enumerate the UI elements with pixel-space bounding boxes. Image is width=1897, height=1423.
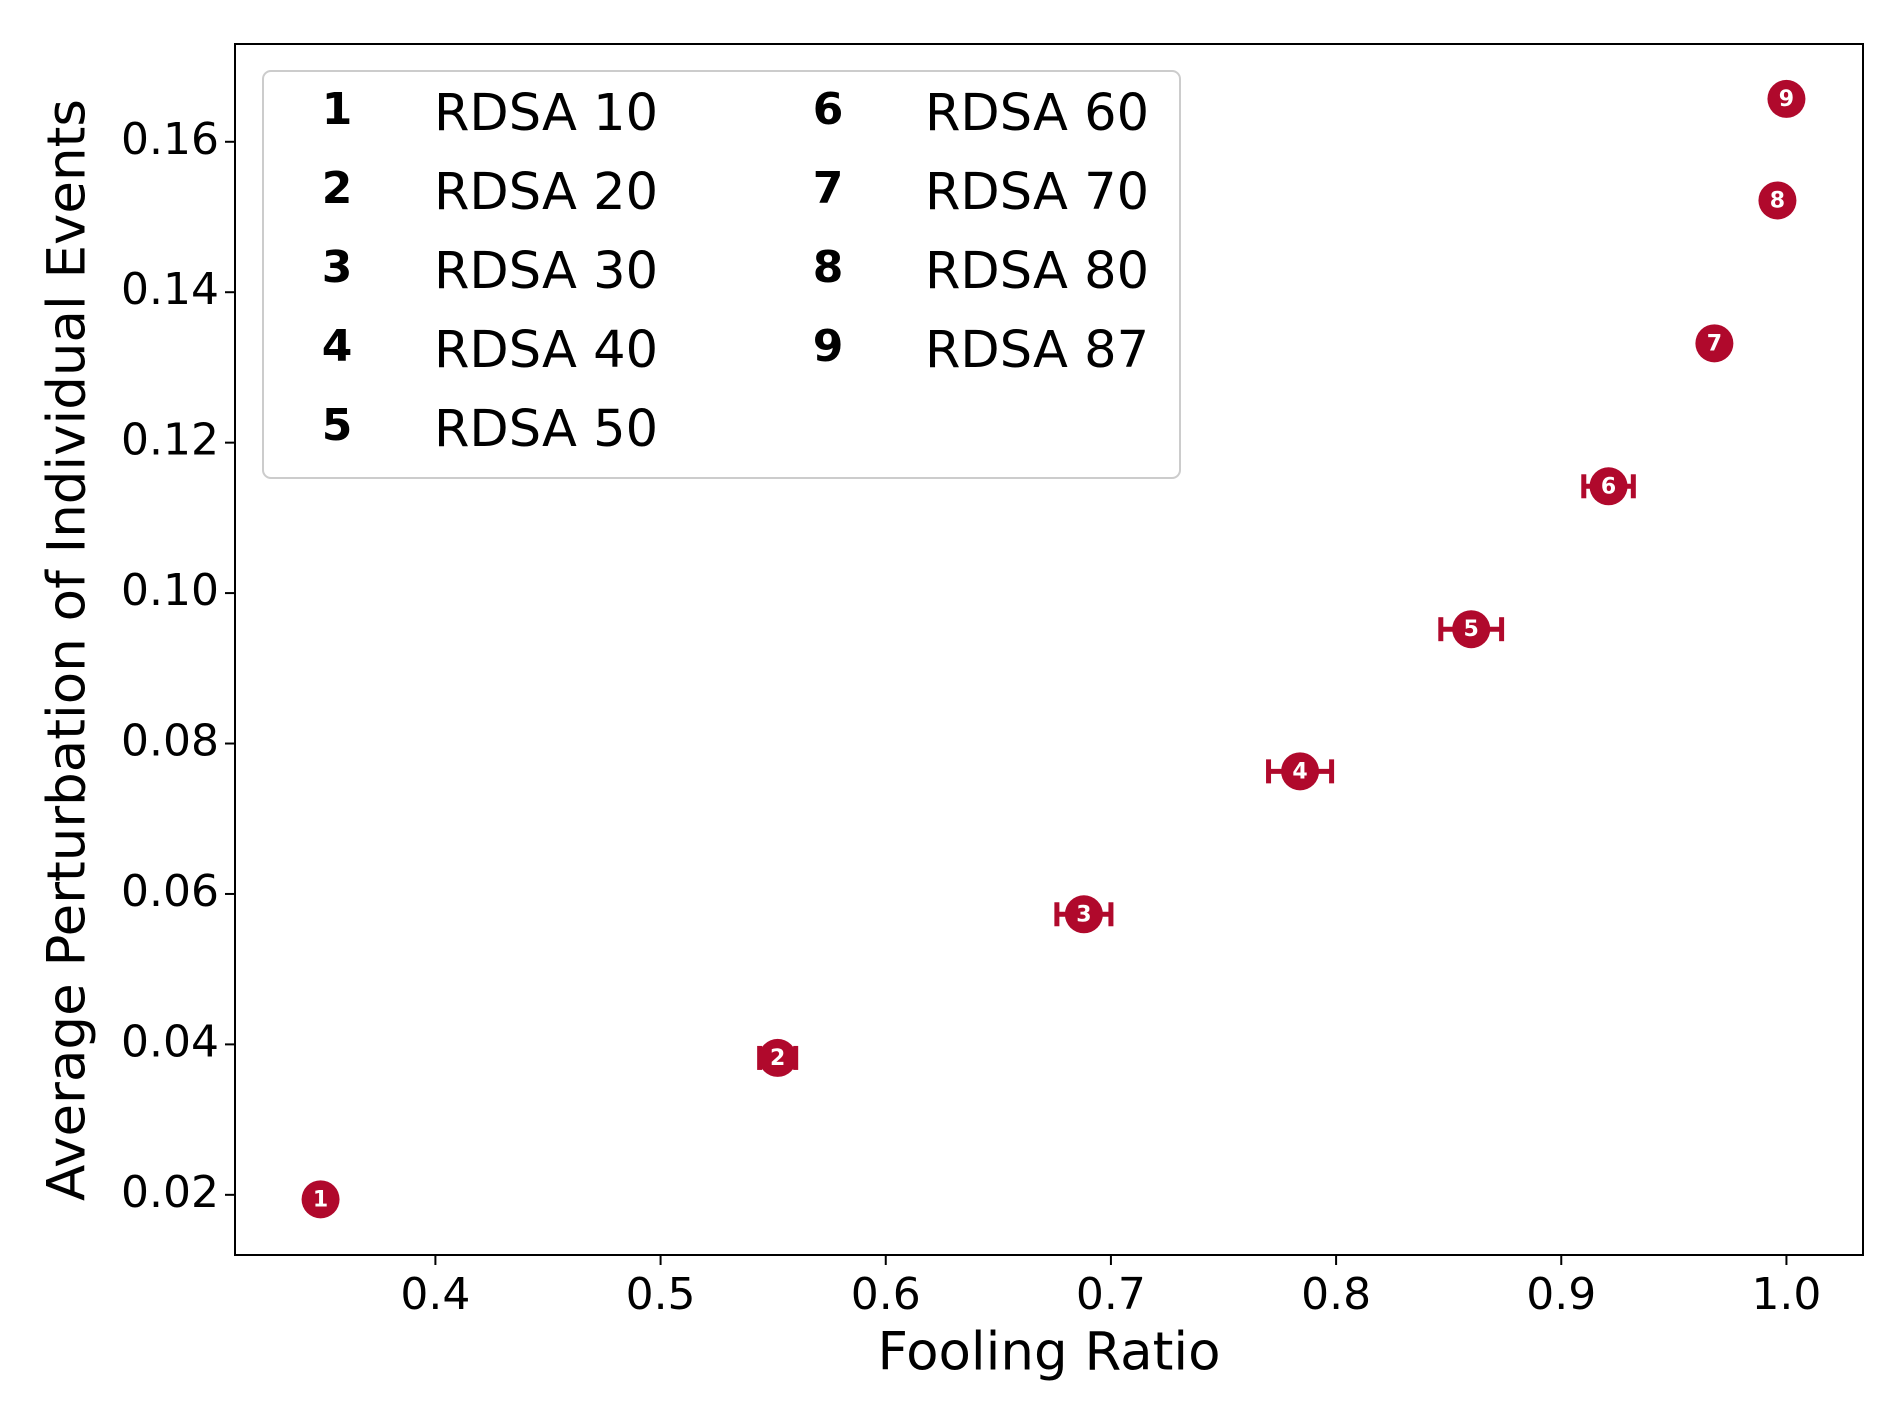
legend-marker: 8 — [813, 242, 844, 293]
point — [301, 1180, 340, 1219]
x-tick-label: 0.8 — [1301, 1269, 1371, 1320]
point — [1589, 467, 1628, 506]
point-label: 3 — [1076, 902, 1091, 927]
point — [1064, 895, 1103, 934]
point — [1758, 181, 1797, 220]
legend-marker: 2 — [322, 163, 353, 214]
point-label: 7 — [1707, 331, 1722, 356]
legend-box — [262, 70, 1181, 479]
y-tick-label: 0.16 — [121, 114, 219, 165]
x-tick-label: 0.9 — [1526, 1269, 1596, 1320]
legend-marker: 3 — [322, 242, 353, 293]
legend-marker: 4 — [322, 321, 353, 372]
point-label: 9 — [1779, 87, 1794, 112]
y-tick-label: 0.08 — [121, 716, 219, 767]
y-tick-label: 0.10 — [121, 565, 219, 616]
point — [1281, 752, 1320, 791]
y-tick-label: 0.06 — [121, 866, 219, 917]
legend-label: RDSA 60 — [925, 84, 1149, 143]
legend-label: RDSA 87 — [925, 321, 1149, 380]
legend-marker: 7 — [813, 163, 844, 214]
legend-marker: 6 — [813, 84, 844, 135]
point-label: 2 — [770, 1046, 785, 1071]
x-tick-label: 1.0 — [1751, 1269, 1821, 1320]
legend-label: RDSA 40 — [434, 321, 658, 380]
point-label: 5 — [1464, 617, 1479, 642]
legend-label: RDSA 70 — [925, 163, 1149, 222]
x-axis-label: Fooling Ratio — [877, 1322, 1220, 1383]
point-label: 4 — [1292, 759, 1307, 784]
point-label: 6 — [1601, 474, 1616, 499]
point — [1695, 324, 1734, 363]
legend-marker: 1 — [322, 84, 353, 135]
point-label: 1 — [313, 1187, 328, 1212]
x-tick-label: 0.6 — [851, 1269, 921, 1320]
point — [1452, 610, 1491, 649]
point — [758, 1038, 797, 1077]
legend-label: RDSA 80 — [925, 242, 1149, 301]
y-tick-label: 0.04 — [121, 1016, 219, 1067]
y-tick-label: 0.14 — [121, 264, 219, 315]
y-tick-label: 0.02 — [121, 1167, 219, 1218]
legend-marker: 5 — [322, 400, 353, 451]
y-axis-label: Average Perturbation of Individual Event… — [37, 99, 98, 1201]
x-tick-label: 0.5 — [626, 1269, 696, 1320]
legend-label: RDSA 30 — [434, 242, 658, 301]
plot-frame — [234, 43, 1864, 1256]
legend-label: RDSA 10 — [434, 84, 658, 143]
legend-label: RDSA 20 — [434, 163, 658, 222]
point — [1767, 79, 1806, 118]
x-tick-label: 0.7 — [1076, 1269, 1146, 1320]
legend-label: RDSA 50 — [434, 400, 658, 459]
y-tick-label: 0.12 — [121, 415, 219, 466]
legend-marker: 9 — [813, 321, 844, 372]
point-label: 8 — [1770, 188, 1785, 213]
x-tick-label: 0.4 — [400, 1269, 470, 1320]
